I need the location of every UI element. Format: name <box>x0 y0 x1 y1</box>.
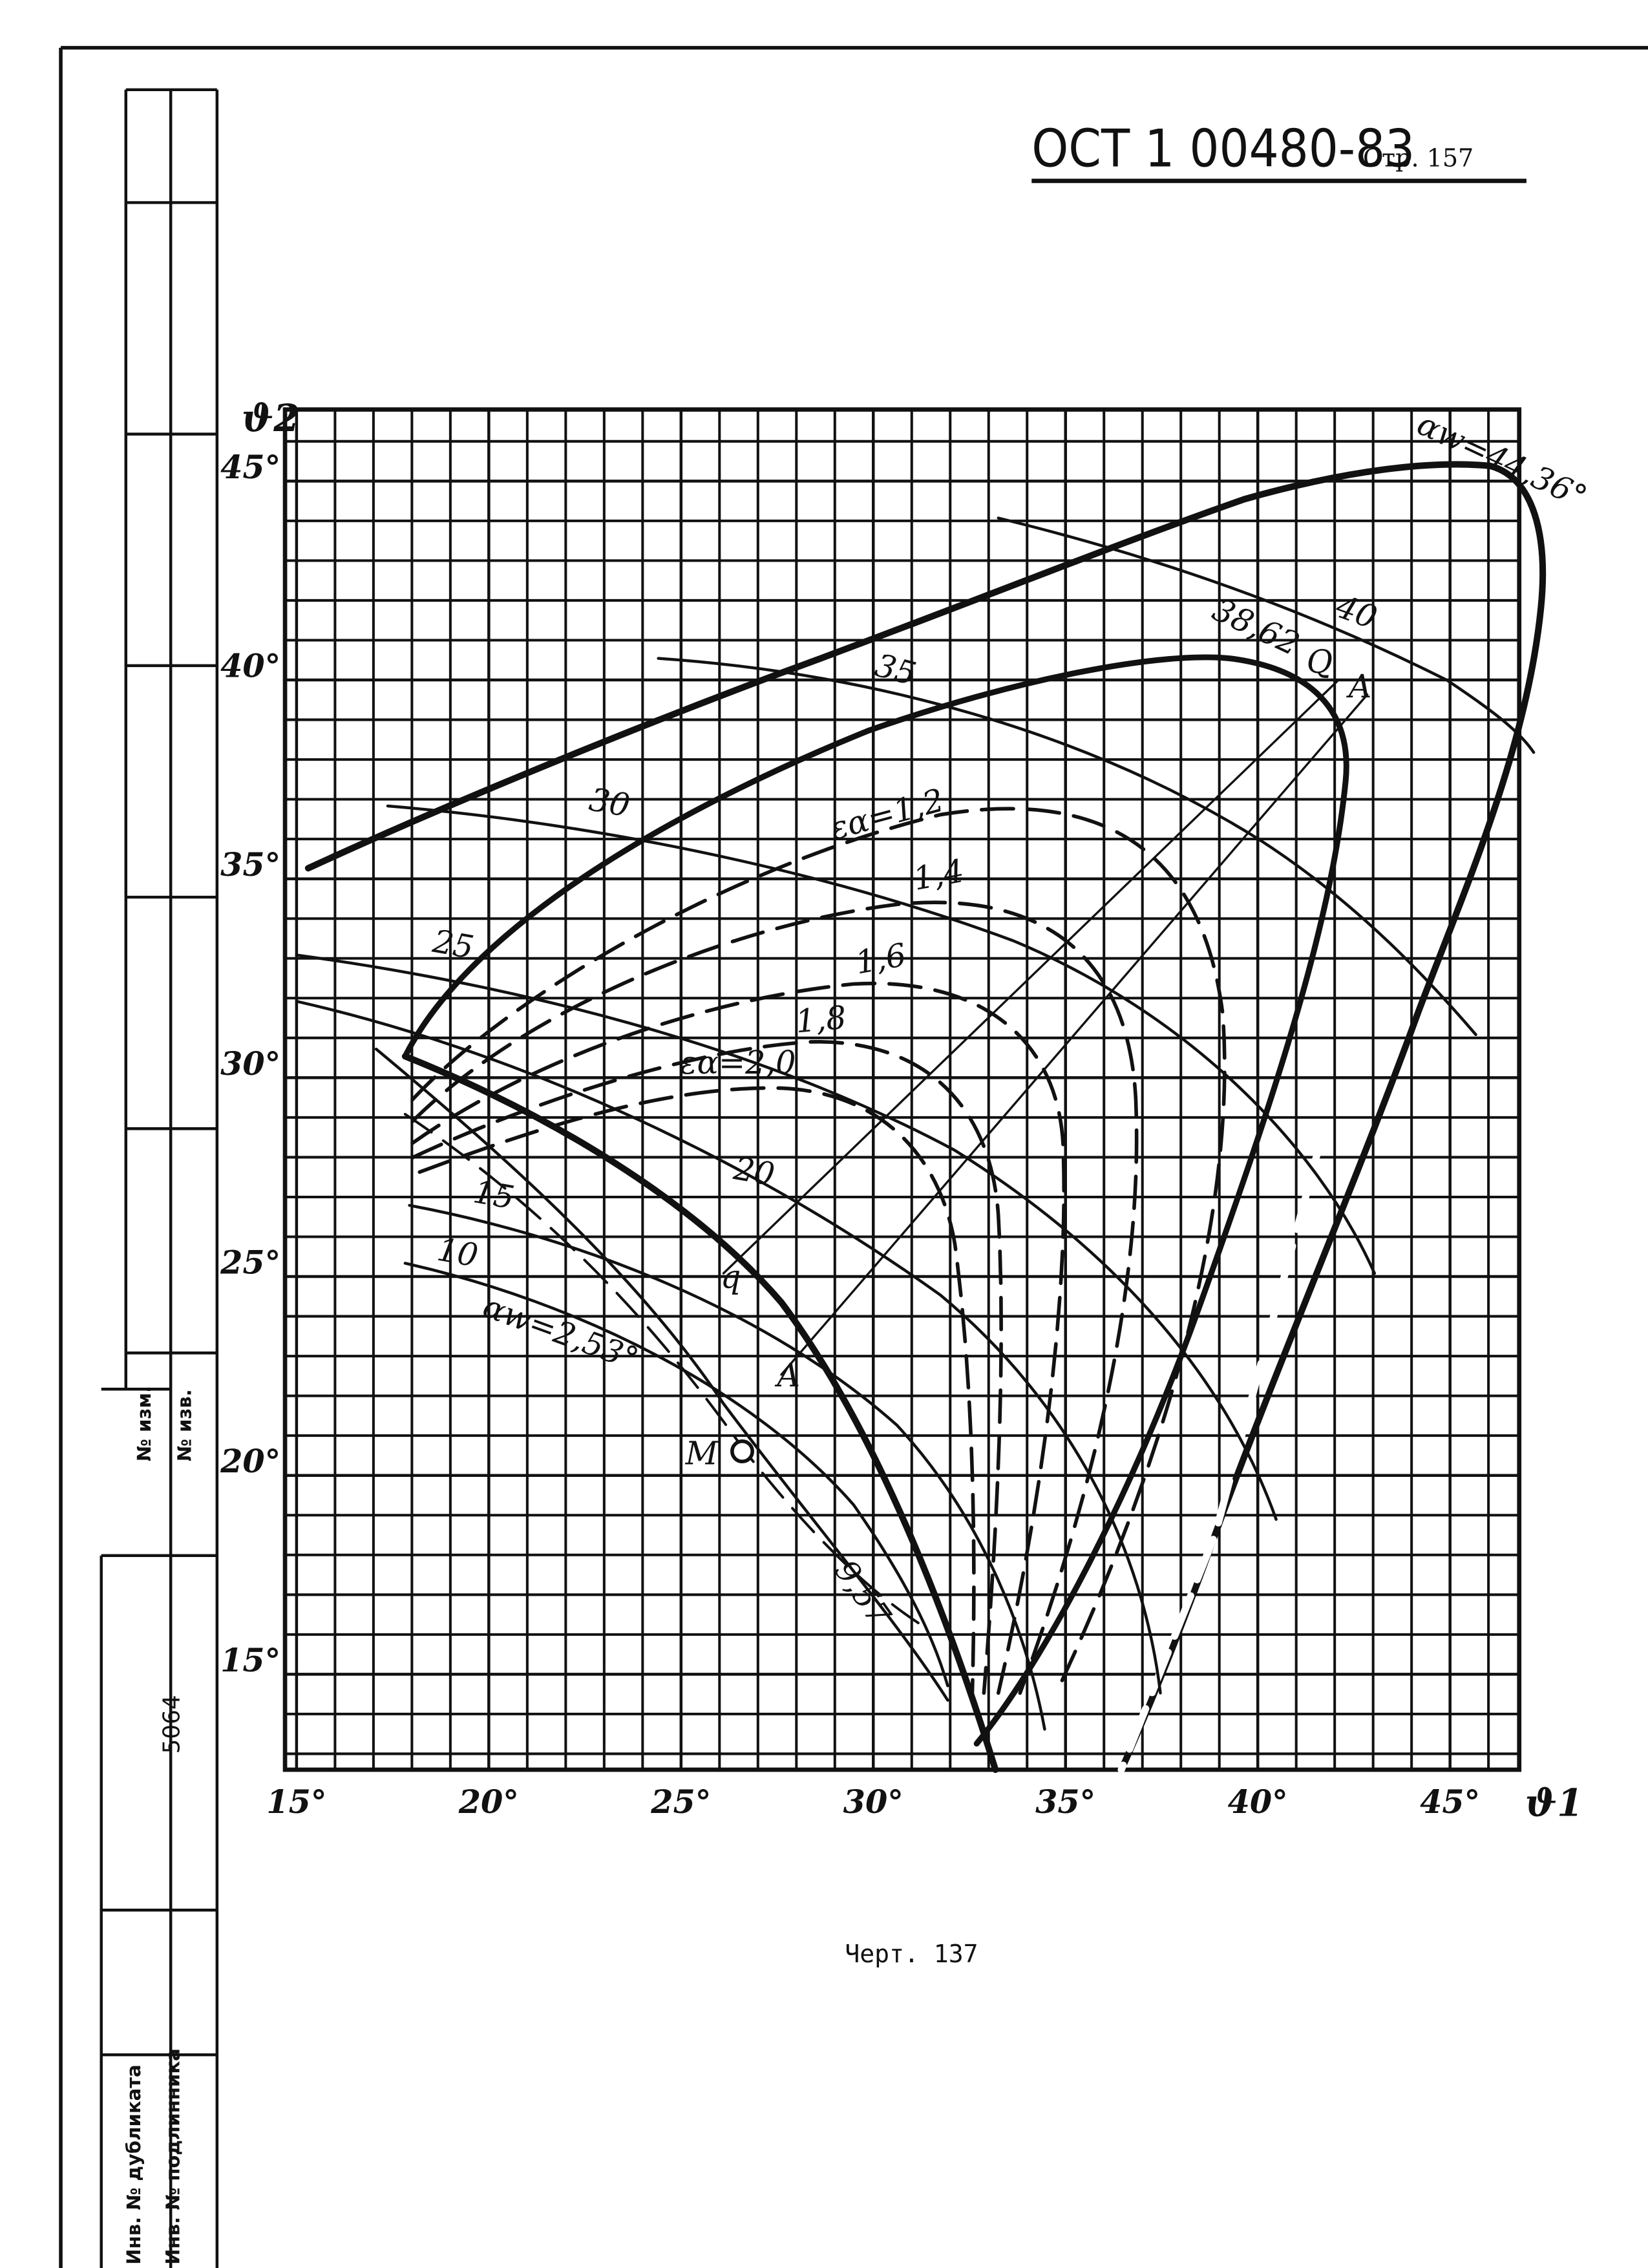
chord-line <box>722 679 1369 1376</box>
curve-label: 25 <box>430 922 477 966</box>
contour-30 <box>386 804 1377 1275</box>
x-tick-label: 40° <box>1228 1783 1288 1821</box>
contour-40 <box>997 516 1536 754</box>
page-border <box>59 46 1648 2268</box>
curve-label: αw=44,36° <box>1411 405 1592 516</box>
eps-12 <box>410 807 1227 1695</box>
y-tick-label: 30° <box>220 1045 280 1083</box>
curve-label: M <box>685 1435 719 1472</box>
curve-label: 20 <box>730 1149 777 1193</box>
stamp-text: № изв. <box>174 1389 196 1461</box>
curve-label: εα=2,0 <box>680 1044 796 1081</box>
curve-label: 1,8 <box>794 999 848 1041</box>
curve-label: 1,4 <box>911 852 967 898</box>
y-axis-label: ϑ2 <box>242 396 300 440</box>
lower-curve <box>401 1053 999 1774</box>
contour-35 <box>657 657 1477 1036</box>
x-tick-label: 45° <box>1420 1783 1480 1821</box>
curve-label: αw=2,53° <box>478 1287 644 1377</box>
curve-label: 10 <box>434 1231 481 1275</box>
y-tick-label: 40° <box>220 648 280 685</box>
contour-25 <box>295 953 1278 1521</box>
x-axis-label: ϑ1 <box>1525 1781 1583 1825</box>
eps-16 <box>410 981 1066 1695</box>
x-tick-label: 20° <box>458 1783 519 1821</box>
curve-label: 9,57 <box>827 1553 899 1633</box>
x-tick-label: 15° <box>266 1783 326 1821</box>
eps-14 <box>410 900 1139 1695</box>
contour-20 <box>295 1000 1162 1695</box>
y-tick-label: 25° <box>220 1244 280 1282</box>
contour-10 <box>403 1262 949 1688</box>
plot-frame <box>282 407 1522 1772</box>
standard-number: ОСТ 1 00480-83 <box>1031 118 1415 179</box>
y-tick-label: 20° <box>220 1443 280 1480</box>
curve-label: 1,6 <box>852 936 909 982</box>
eps-20 <box>417 1086 976 1695</box>
stamp-text: Инв. № дубликата <box>123 2064 145 2265</box>
curve-label: q <box>721 1258 741 1296</box>
x-tick-label: 30° <box>843 1783 903 1821</box>
curve-dash-overlay <box>1117 1125 1328 1774</box>
stamp-text: № изм. <box>133 1386 155 1461</box>
y-tick-label: 45° <box>220 449 280 486</box>
x-tick-label: 35° <box>1035 1783 1095 1821</box>
contour-253 <box>374 1047 949 1702</box>
y-tick-label: 15° <box>220 1642 280 1679</box>
curve-label: εα=1,2 <box>826 781 947 847</box>
page-number: Стр. 157 <box>1363 143 1474 172</box>
stamp-frame <box>100 88 219 2268</box>
stamp-text: Инв. № подлинника <box>162 2048 184 2264</box>
x-tick-label: 25° <box>650 1783 711 1821</box>
diagram-curves <box>295 461 1547 1774</box>
point-m <box>730 1439 754 1463</box>
curve-label: 15 <box>470 1172 517 1216</box>
curve-label: Q <box>1307 643 1333 681</box>
curve-label: A <box>774 1357 800 1394</box>
figure-caption: Черт. 137 <box>845 1940 978 1968</box>
eps-18 <box>410 1040 1003 1695</box>
curve-label: 30 <box>586 780 633 824</box>
stamp-number: 5064 <box>159 1695 185 1754</box>
line-957 <box>403 1112 927 1629</box>
y-tick-label: 35° <box>220 846 280 884</box>
limit-curve <box>402 654 1349 1747</box>
curve-label: A <box>1346 668 1372 705</box>
